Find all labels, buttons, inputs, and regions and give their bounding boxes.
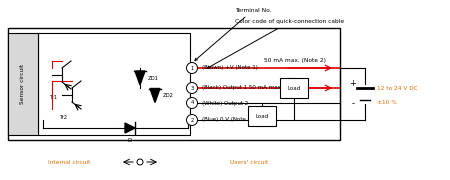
Circle shape bbox=[186, 62, 198, 73]
Circle shape bbox=[186, 82, 198, 93]
Text: Internal circuit: Internal circuit bbox=[48, 159, 90, 165]
Text: Users' circuit: Users' circuit bbox=[230, 159, 268, 165]
Text: Tr1: Tr1 bbox=[50, 95, 58, 100]
Text: Tr2: Tr2 bbox=[60, 115, 68, 120]
Circle shape bbox=[186, 98, 198, 109]
Text: 12 to 24 V DC: 12 to 24 V DC bbox=[377, 87, 418, 91]
Polygon shape bbox=[135, 71, 145, 85]
Text: -: - bbox=[351, 100, 355, 109]
Text: (Black) Output 1 50 mA max. (Note 2): (Black) Output 1 50 mA max. (Note 2) bbox=[202, 86, 307, 91]
Text: +: + bbox=[350, 80, 356, 89]
Bar bbox=[8, 28, 340, 140]
Circle shape bbox=[186, 114, 198, 125]
Text: Terminal No.: Terminal No. bbox=[195, 8, 271, 60]
Bar bbox=[38, 33, 190, 135]
Text: Sensor circuit: Sensor circuit bbox=[21, 64, 26, 104]
Text: 4: 4 bbox=[190, 100, 194, 105]
Bar bbox=[248, 106, 276, 126]
Text: Color code of quick-connection cable: Color code of quick-connection cable bbox=[207, 19, 344, 68]
Text: ±10 %: ±10 % bbox=[377, 100, 397, 105]
Text: Load: Load bbox=[288, 86, 301, 91]
Text: 3: 3 bbox=[190, 86, 194, 91]
Text: ZD2: ZD2 bbox=[163, 93, 174, 98]
Text: (Brown) +V (Note 1): (Brown) +V (Note 1) bbox=[202, 66, 258, 71]
Polygon shape bbox=[125, 123, 135, 133]
Text: Load: Load bbox=[256, 114, 269, 118]
Text: (Blue) 0 V (Note 1): (Blue) 0 V (Note 1) bbox=[202, 118, 253, 123]
Text: 2: 2 bbox=[190, 118, 194, 123]
Text: (White) Output 2: (White) Output 2 bbox=[202, 100, 248, 105]
Bar bbox=[280, 78, 308, 98]
Text: 50 mA max. (Note 2): 50 mA max. (Note 2) bbox=[264, 58, 326, 63]
Text: ZD1: ZD1 bbox=[148, 75, 159, 80]
Bar bbox=[8, 33, 38, 135]
Text: D: D bbox=[128, 138, 132, 143]
Polygon shape bbox=[150, 89, 160, 102]
Text: 1: 1 bbox=[190, 66, 194, 71]
Circle shape bbox=[137, 159, 143, 165]
